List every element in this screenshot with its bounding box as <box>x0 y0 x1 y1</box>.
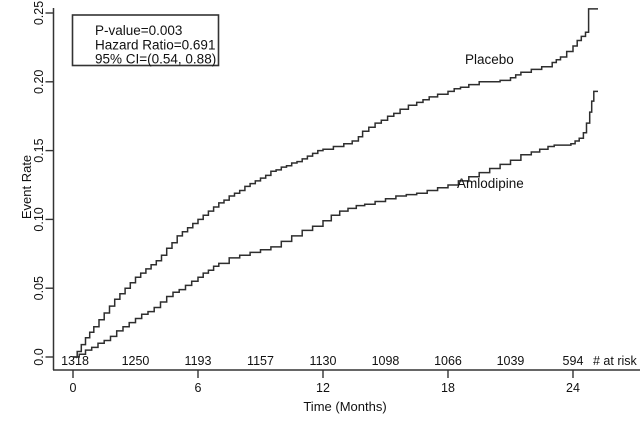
amlodipine-curve <box>73 90 598 358</box>
at-risk-count: 1130 <box>310 354 337 368</box>
stat-box-border <box>71 14 220 67</box>
at-risk-count: 1066 <box>434 354 462 368</box>
placebo-curve <box>73 8 598 358</box>
y-axis-ticks: 0.0 0.05 0.10 0.15 0.20 0.25 <box>32 1 54 366</box>
at-risk-count: 1157 <box>247 354 274 368</box>
y-tick-label: 0.0 <box>32 348 46 365</box>
stat-hazard-ratio: Hazard Ratio=0.691 <box>95 38 215 53</box>
amlodipine-curve-label: Amlodipine <box>457 176 524 191</box>
y-tick-label: 0.25 <box>32 1 46 25</box>
x-tick-label: 18 <box>441 381 455 395</box>
at-risk-count: 594 <box>563 354 584 368</box>
x-axis-title: Time (Months) <box>303 399 386 414</box>
y-tick-label: 0.20 <box>32 70 46 94</box>
at-risk-count: 1318 <box>61 354 89 368</box>
y-tick-label: 0.10 <box>32 207 46 231</box>
x-tick-label: 12 <box>316 381 330 395</box>
at-risk-count: 1250 <box>122 354 150 368</box>
y-axis-title: Event Rate <box>19 155 34 219</box>
y-tick-label: 0.15 <box>32 138 46 162</box>
stat-confidence-interval: 95% CI=(0.54, 0.88) <box>95 52 216 67</box>
placebo-curve-label: Placebo <box>465 52 514 67</box>
at-risk-row: 1318 1250 1193 1157 1130 1098 1066 1039 594 # at … <box>61 354 637 368</box>
x-tick-label: 24 <box>566 381 580 395</box>
at-risk-count: 1193 <box>185 354 212 368</box>
stat-pvalue: P-value=0.003 <box>95 23 182 38</box>
at-risk-count: 1098 <box>372 354 400 368</box>
x-tick-label: 0 <box>70 381 77 395</box>
at-risk-row-label: # at risk <box>593 354 638 368</box>
x-axis-ticks: 0 6 12 18 24 <box>70 370 580 395</box>
stat-box: P-value=0.003 Hazard Ratio=0.691 95% CI=… <box>71 14 220 67</box>
y-tick-label: 0.05 <box>32 276 46 300</box>
at-risk-count: 1039 <box>497 354 525 368</box>
x-tick-label: 6 <box>195 381 202 395</box>
